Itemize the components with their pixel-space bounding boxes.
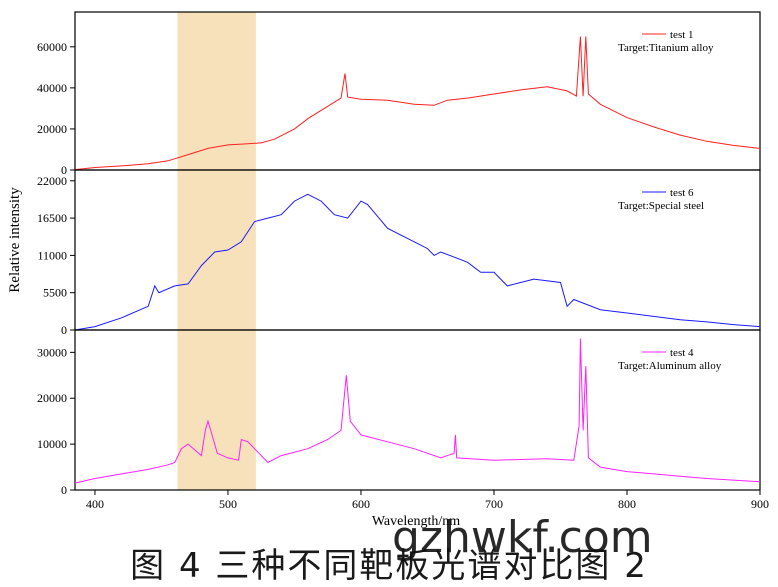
y-tick-label: 16500 bbox=[37, 211, 67, 225]
x-tick-label: 800 bbox=[618, 497, 636, 511]
y-tick-label: 20000 bbox=[37, 122, 67, 136]
figure-caption: 图 4 三种不同靶板光谱对比图 2 bbox=[0, 538, 778, 587]
watermark: gzhwkf.com bbox=[392, 512, 653, 563]
highlight-band bbox=[177, 12, 255, 490]
highlight-band-layer bbox=[177, 12, 255, 490]
x-axis: 400 500 600 700 800 900 bbox=[86, 490, 769, 511]
legend-label: test 4 bbox=[670, 347, 694, 359]
x-tick-label: 900 bbox=[751, 497, 769, 511]
y-axis-label: Relative intensity bbox=[7, 187, 23, 293]
panel-2: 0 5500 11000 16500 22000 test 6Target:Special… bbox=[37, 170, 760, 337]
y-tick-label: 10000 bbox=[37, 437, 67, 451]
y-tick-label: 22000 bbox=[37, 174, 67, 188]
panel-annotation: Target:Titanium alloy bbox=[618, 42, 714, 54]
y-tick-label: 20000 bbox=[37, 391, 67, 405]
y-tick-label: 0 bbox=[61, 323, 67, 337]
panel-annotation: Target:Aluminum alloy bbox=[618, 360, 722, 372]
y-tick-label: 11000 bbox=[37, 248, 67, 262]
panel-annotation: Target:Special steel bbox=[618, 200, 704, 212]
legend-label: test 1 bbox=[670, 29, 694, 41]
legend-label: test 6 bbox=[670, 187, 694, 199]
x-tick-label: 600 bbox=[352, 497, 370, 511]
x-tick-label: 500 bbox=[219, 497, 237, 511]
x-tick-label: 700 bbox=[485, 497, 503, 511]
x-tick-label: 400 bbox=[86, 497, 104, 511]
y-tick-label: 40000 bbox=[37, 81, 67, 95]
y-tick-label: 0 bbox=[61, 483, 67, 497]
y-tick-label: 5500 bbox=[43, 286, 67, 300]
y-tick-label: 30000 bbox=[37, 345, 67, 359]
y-tick-label: 60000 bbox=[37, 40, 67, 54]
